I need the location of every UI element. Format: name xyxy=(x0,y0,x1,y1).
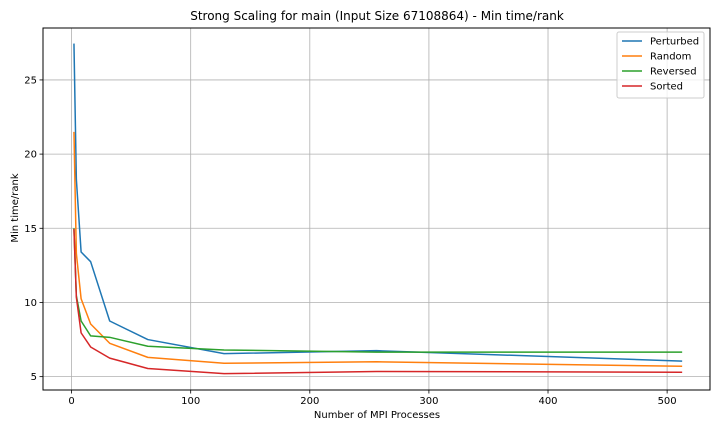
x-tick-label: 300 xyxy=(419,396,438,407)
y-tick-label: 5 xyxy=(31,372,37,383)
legend-box xyxy=(616,31,705,99)
y-tick-label: 25 xyxy=(24,75,37,86)
grid xyxy=(43,28,710,390)
y-axis-label: Min time/rank xyxy=(10,173,21,242)
series-line-perturbed xyxy=(73,43,683,362)
y-tick-label: 20 xyxy=(24,150,37,161)
series-line-sorted xyxy=(73,228,683,375)
x-tick-label: 0 xyxy=(68,396,74,407)
legend-label: Reversed xyxy=(650,67,697,78)
chart-title: Strong Scaling for main (Input Size 6710… xyxy=(190,9,564,23)
plot-frame xyxy=(42,27,711,391)
legend: Perturbed Random Reversed Sorted xyxy=(616,31,705,99)
legend-label: Sorted xyxy=(650,82,683,93)
x-axis-label: Number of MPI Processes xyxy=(314,410,440,421)
axis-ticks: 0 100 200 300 400 500 5 10 15 20 25 xyxy=(24,75,676,407)
series-lines xyxy=(73,43,683,375)
x-tick-label: 200 xyxy=(300,396,319,407)
legend-label: Perturbed xyxy=(650,37,699,48)
x-tick-label: 400 xyxy=(538,396,557,407)
y-tick-label: 10 xyxy=(24,298,37,309)
legend-label: Random xyxy=(650,52,691,63)
series-line-reversed xyxy=(73,228,683,353)
x-tick-label: 500 xyxy=(658,396,677,407)
x-tick-label: 100 xyxy=(181,396,200,407)
series-line-random xyxy=(73,131,683,368)
y-tick-label: 15 xyxy=(24,224,37,235)
